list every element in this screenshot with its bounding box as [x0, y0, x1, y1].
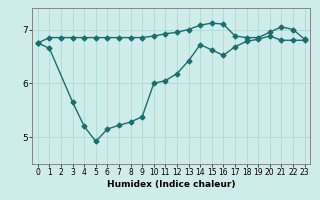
X-axis label: Humidex (Indice chaleur): Humidex (Indice chaleur): [107, 180, 236, 189]
